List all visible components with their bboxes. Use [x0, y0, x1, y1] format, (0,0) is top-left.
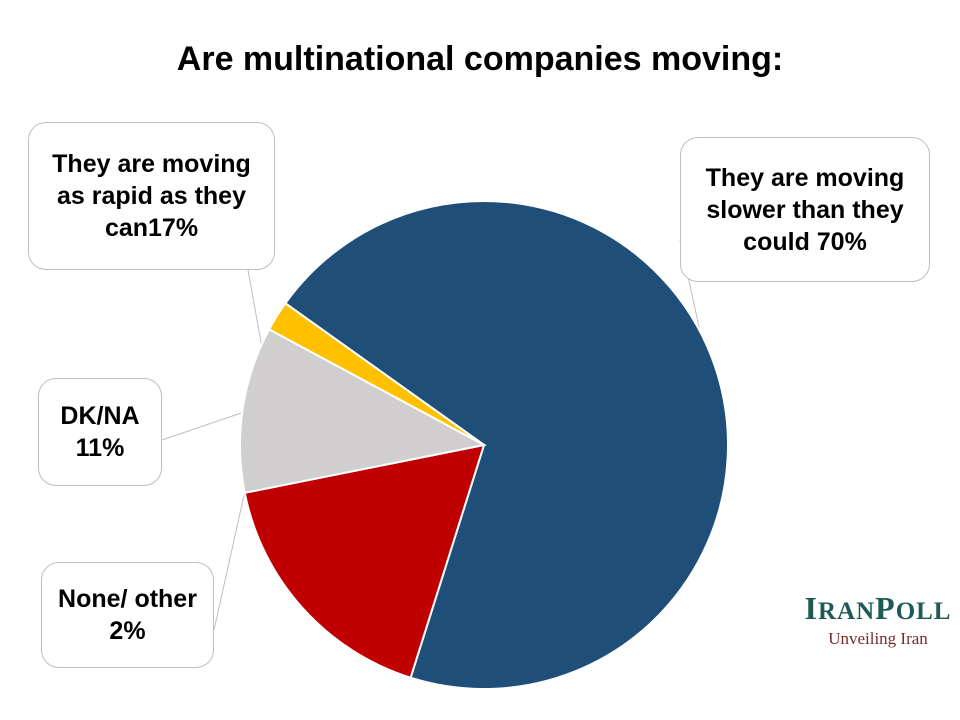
- data-label-slower: They are moving slower than they could 7…: [680, 137, 930, 282]
- leader-line: [161, 409, 251, 441]
- pie-slice-dkna: [239, 327, 487, 494]
- data-label-rapid: They are moving as rapid as they can17%: [28, 122, 275, 270]
- chart-title: Are multinational companies moving:: [176, 40, 784, 78]
- logo-name: IRANPOLL: [804, 590, 952, 626]
- pie-slice-rapid: [243, 443, 486, 679]
- data-label-dkna: DK/NA 11%: [38, 378, 162, 486]
- pie-slice-none-other: [267, 301, 485, 446]
- iranpoll-logo: IRANPOLL Unveiling Iran: [796, 590, 960, 649]
- logo-tagline: Unveiling Iran: [828, 629, 928, 648]
- pie-slice-slower: [283, 200, 729, 690]
- data-label-none-other: None/ other 2%: [41, 562, 214, 668]
